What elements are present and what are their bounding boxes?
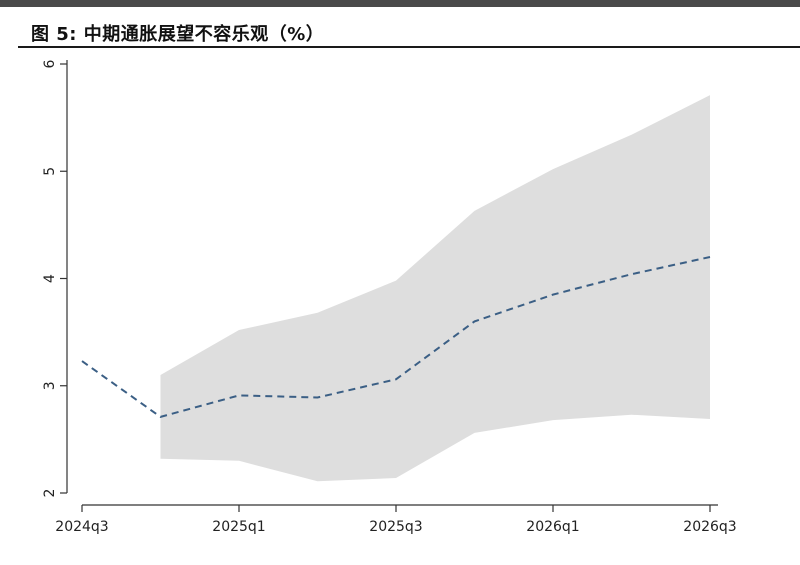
y-tick-label-6: 6 [42, 59, 58, 68]
y-tick-label-5: 5 [42, 167, 58, 176]
y-tick-label-3: 3 [42, 381, 58, 390]
x-tick-label-2026q3: 2026q3 [683, 519, 736, 535]
uncertainty-band [160, 95, 710, 482]
title-underline [18, 46, 800, 48]
x-tick-label-2024q3: 2024q3 [55, 519, 108, 535]
top-banner-strip [0, 0, 800, 7]
x-tick-label-2025q1: 2025q1 [212, 519, 265, 535]
y-tick-label-2: 2 [42, 489, 58, 498]
y-tick-label-4: 4 [42, 274, 58, 283]
x-tick-label-2026q1: 2026q1 [526, 519, 579, 535]
figure-title: 图 5: 中期通胀展望不容乐观（%） [31, 24, 325, 45]
x-tick-label-2025q3: 2025q3 [369, 519, 422, 535]
series-line-0 [81, 256, 711, 418]
